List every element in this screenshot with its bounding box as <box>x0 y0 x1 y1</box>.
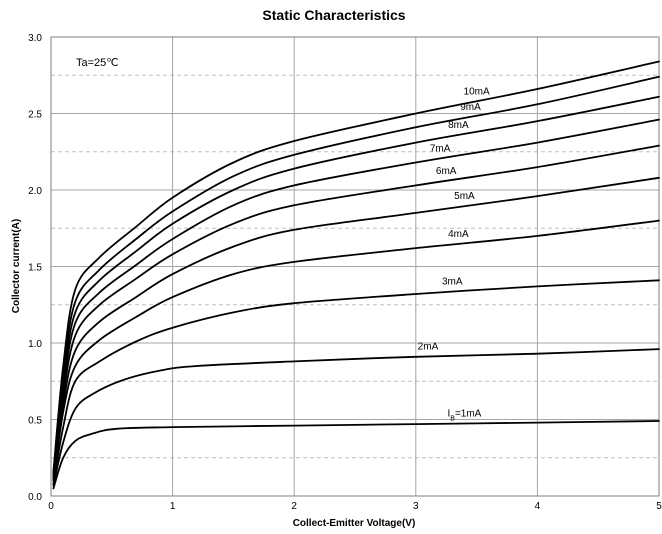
curve-label-7ma: 7mA <box>430 143 451 154</box>
series-line-8ma <box>52 95 660 476</box>
curve-label-2ma: 2mA <box>418 341 439 352</box>
y-tick-label: 2.5 <box>28 110 42 121</box>
temperature-annotation: Ta=25℃ <box>76 57 119 69</box>
y-tick-label: 3.0 <box>28 33 42 44</box>
series-line-9ma <box>52 75 660 474</box>
x-axis-ticks: 0 1 2 3 4 5 <box>48 501 662 512</box>
curve-label-8ma: 8mA <box>448 120 469 131</box>
curve-label-3ma: 3mA <box>442 277 463 288</box>
plot-area-frame <box>50 36 660 497</box>
y-tick-label: 1.5 <box>28 263 42 274</box>
x-tick-label: 2 <box>291 501 297 512</box>
series-line-6ma <box>52 144 660 479</box>
y-axis-label: Collector current(A) <box>11 219 22 313</box>
series-line-4ma <box>52 219 660 482</box>
x-tick-label: 5 <box>656 501 662 512</box>
x-tick-label: 4 <box>535 501 541 512</box>
curve-label-10ma: 10mA <box>464 86 490 97</box>
series-line-7ma <box>52 118 660 477</box>
x-tick-label: 3 <box>413 501 419 512</box>
curve-labels: IB=1mA 2mA 3mA 4mA 5mA 6mA 7mA 8mA 9mA 10mA <box>418 86 490 422</box>
series-group <box>52 60 660 490</box>
series-line-i-b-1ma <box>52 420 660 490</box>
x-tick-label: 0 <box>48 501 54 512</box>
x-tick-label: 1 <box>170 501 176 512</box>
chart-title: Static Characteristics <box>262 7 405 23</box>
series-line-3ma <box>52 279 660 485</box>
y-tick-label: 2.0 <box>28 186 42 197</box>
y-tick-label: 0.0 <box>28 492 42 503</box>
y-axis-ticks: 0.0 0.5 1.0 1.5 2.0 2.5 3.0 <box>28 33 42 503</box>
curve-label-5ma: 5mA <box>454 191 475 202</box>
y-tick-label: 0.5 <box>28 416 42 427</box>
curve-label-i-b-1ma: IB=1mA <box>448 408 482 422</box>
series-line-10ma <box>52 60 660 473</box>
curve-label-6ma: 6mA <box>436 166 457 177</box>
x-axis-label: Collect-Emitter Voltage(V) <box>293 518 416 529</box>
curve-label-4ma: 4mA <box>448 229 469 240</box>
y-tick-label: 1.0 <box>28 339 42 350</box>
curve-label-9ma: 9mA <box>460 102 481 113</box>
series-line-5ma <box>52 176 660 481</box>
series-line-2ma <box>52 348 660 487</box>
